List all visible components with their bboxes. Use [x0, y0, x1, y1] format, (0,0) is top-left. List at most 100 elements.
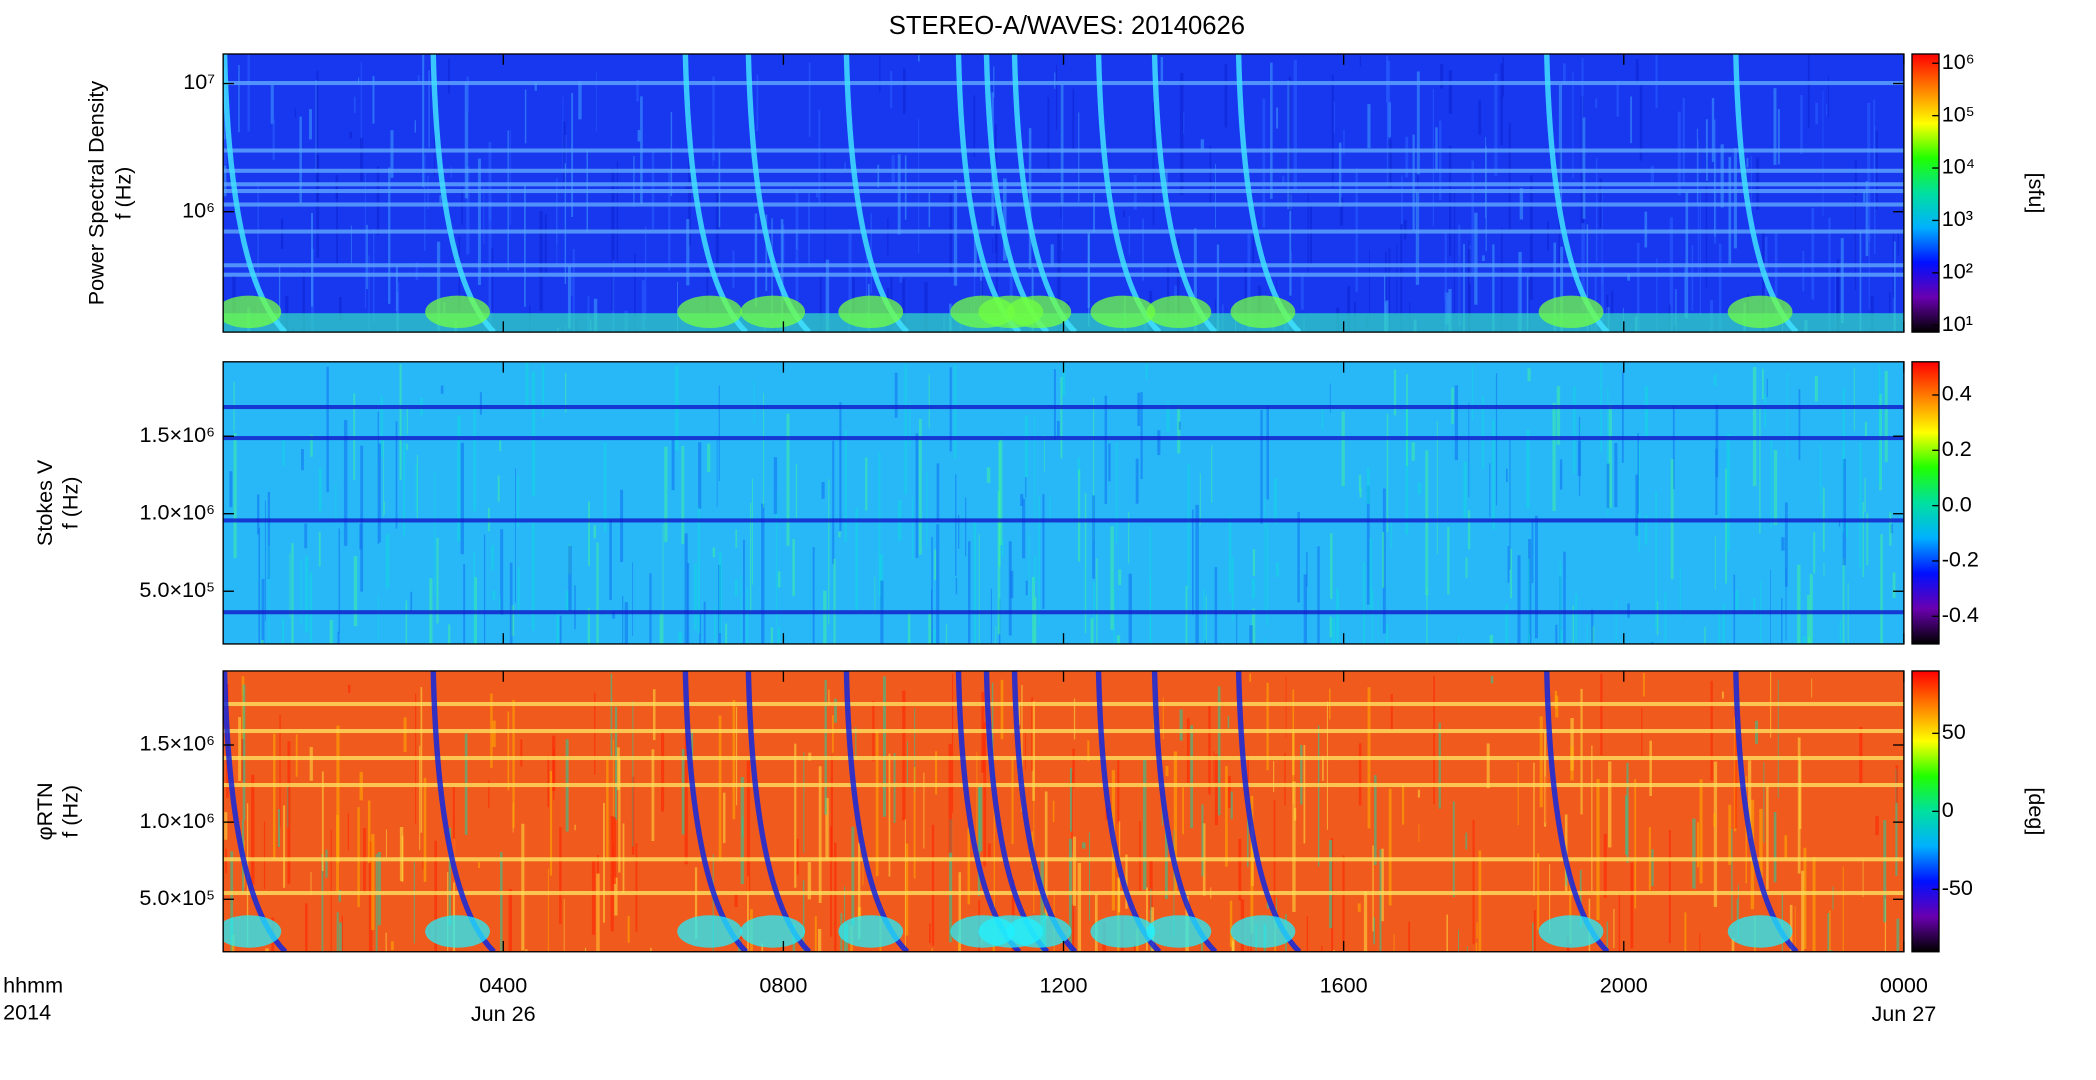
- texture: [1600, 265, 1604, 333]
- texture: [1405, 136, 1409, 178]
- texture: [1731, 828, 1733, 921]
- texture: [824, 679, 827, 815]
- texture: [612, 611, 616, 619]
- texture: [483, 534, 486, 644]
- texture: [1637, 433, 1639, 514]
- texture: [448, 624, 451, 644]
- texture: [1842, 388, 1845, 469]
- texture: [1118, 569, 1122, 586]
- texture: [1040, 859, 1044, 952]
- burst-core: [425, 915, 490, 948]
- texture: [1600, 673, 1603, 756]
- texture: [1297, 511, 1300, 603]
- texture: [341, 915, 343, 952]
- texture: [1506, 468, 1508, 483]
- texture: [732, 250, 735, 289]
- texture: [273, 733, 276, 859]
- texture: [775, 492, 778, 626]
- texture: [958, 872, 961, 952]
- texture: [1478, 100, 1482, 136]
- texture: [1438, 722, 1441, 809]
- texture: [834, 842, 837, 952]
- texture: [532, 522, 535, 631]
- texture: [875, 731, 879, 877]
- texture: [436, 241, 441, 333]
- texture: [1746, 157, 1749, 168]
- texture: [1534, 515, 1539, 639]
- texture: [368, 841, 373, 952]
- texture: [1827, 912, 1830, 952]
- texture: [1704, 626, 1706, 644]
- texture: [1247, 756, 1249, 796]
- texture: [1176, 238, 1180, 333]
- texture: [870, 212, 872, 294]
- texture: [372, 76, 375, 124]
- texture-line: [223, 857, 1904, 862]
- texture: [828, 689, 830, 706]
- texture: [1699, 932, 1701, 952]
- texture: [1728, 156, 1732, 265]
- texture: [777, 571, 781, 588]
- texture: [740, 574, 742, 644]
- texture: [603, 802, 605, 923]
- texture: [1873, 99, 1876, 172]
- texture: [403, 717, 407, 753]
- texture: [1418, 823, 1420, 842]
- texture: [473, 551, 475, 644]
- texture: [1142, 218, 1145, 281]
- burst-core: [838, 915, 904, 948]
- texture: [1228, 775, 1231, 809]
- texture: [1252, 549, 1256, 576]
- texture: [1630, 96, 1632, 144]
- texture: [887, 217, 889, 256]
- y-axis-label: f (Hz): [58, 785, 83, 838]
- texture: [1236, 612, 1238, 644]
- texture: [825, 259, 830, 333]
- texture: [428, 70, 430, 148]
- texture: [474, 577, 477, 644]
- texture: [1195, 504, 1199, 644]
- texture: [567, 265, 571, 329]
- texture: [1829, 950, 1833, 952]
- texture: [1505, 604, 1508, 644]
- texture: [1777, 679, 1779, 799]
- texture: [697, 505, 700, 634]
- texture: [251, 774, 255, 885]
- texture: [1205, 595, 1207, 644]
- texture: [1162, 697, 1164, 740]
- y-tick-label: 5.0×10⁵: [139, 885, 215, 910]
- y-tick-label: 1.5×10⁶: [140, 422, 216, 447]
- texture: [1507, 545, 1510, 583]
- burst-core: [1538, 915, 1604, 948]
- texture: [478, 861, 480, 869]
- spectrogram: [223, 361, 1904, 644]
- texture: [1262, 98, 1266, 228]
- texture: [1854, 197, 1857, 291]
- texture: [1204, 640, 1206, 644]
- texture: [1814, 375, 1818, 402]
- texture: [1426, 589, 1428, 644]
- texture: [1532, 922, 1534, 952]
- texture: [1862, 859, 1864, 898]
- colorbar-tick-label: 10¹: [1942, 311, 1973, 336]
- texture: [652, 689, 656, 741]
- texture: [718, 149, 721, 228]
- texture: [596, 542, 599, 644]
- texture: [257, 494, 260, 535]
- texture: [337, 631, 340, 644]
- texture: [1801, 870, 1805, 952]
- texture: [492, 720, 496, 747]
- texture: [1322, 755, 1324, 781]
- texture: [948, 743, 952, 853]
- burst-core: [838, 295, 904, 329]
- texture: [336, 185, 338, 265]
- texture: [1677, 111, 1681, 196]
- texture: [967, 827, 971, 905]
- texture: [848, 229, 852, 333]
- texture: [606, 759, 609, 861]
- y-tick-label: 5.0×10⁵: [139, 577, 215, 602]
- texture: [818, 109, 821, 205]
- colorbar-label: [deg]: [2024, 787, 2049, 835]
- texture: [703, 601, 706, 644]
- texture: [1358, 474, 1362, 492]
